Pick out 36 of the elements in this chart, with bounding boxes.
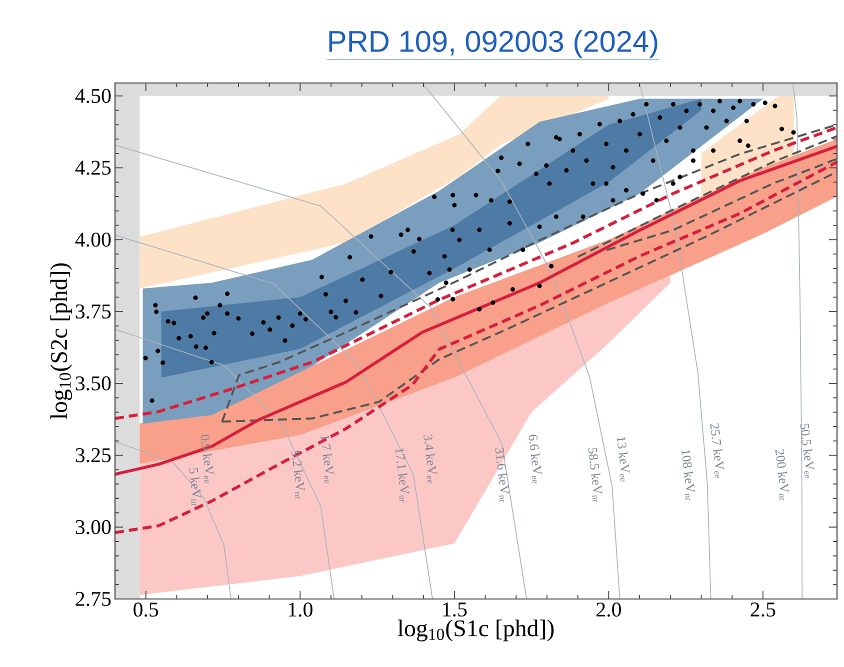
annotation: 50.5 keV$_{ee}$ [800,424,814,478]
annotation: 3.4 keV$_{ee}$ [424,434,437,484]
annotation: 1.7 keV$_{ee}$ [320,435,334,484]
y-tick-label: 3.75 [76,304,111,319]
annotation: 58.5 keV$_{nr}$ [588,448,602,502]
line-series [115,144,528,599]
y-axis-title: log$_{10}$(S2c [phd]) [50,263,72,420]
x-axis-title: log$_{10}$(S1c [phd]) [398,620,554,642]
annotation: 13 keV$_{ee}$ [616,436,630,482]
annotation: 9.2 keV$_{nr}$ [292,450,305,500]
line-series [639,82,712,599]
y-tick-label: 4.00 [75,232,111,247]
x-tick-label: 1.5 [443,602,467,617]
line-series [115,126,838,420]
chart-title: PRD 109, 092003 (2024) [329,30,658,58]
x-tick-label: 1.0 [288,602,312,617]
annotation: 5 keV$_{nr}$ [189,468,202,506]
y-tick-label: 4.50 [75,88,111,104]
y-tick-label: 3.50 [76,376,111,391]
y-tick-label: 3.00 [76,520,111,534]
y-tick-label: 3.25 [76,448,111,462]
annotation: 0.9 keV$_{ee}$ [200,434,214,484]
annotation: 17.1 keV$_{nr}$ [395,448,410,502]
annotation: 6.6 keV$_{ee}$ [528,434,542,484]
annotation: 31.6 keV$_{nr}$ [495,448,510,502]
line-series [576,135,838,258]
y-tick-label: 2.75 [76,592,111,606]
annotation: 108 keV$_{nr}$ [681,450,696,501]
annotation: 25.7 keV$_{ee}$ [710,423,724,478]
line-series [606,158,838,252]
line-series [115,328,335,599]
y-tick-label: 4.25 [75,160,111,175]
x-tick-label: 2.5 [750,602,776,617]
annotation: 200 keV$_{nr}$ [775,449,790,501]
x-tick-label: 0.5 [134,602,158,617]
x-tick-label: 2.0 [596,602,621,617]
